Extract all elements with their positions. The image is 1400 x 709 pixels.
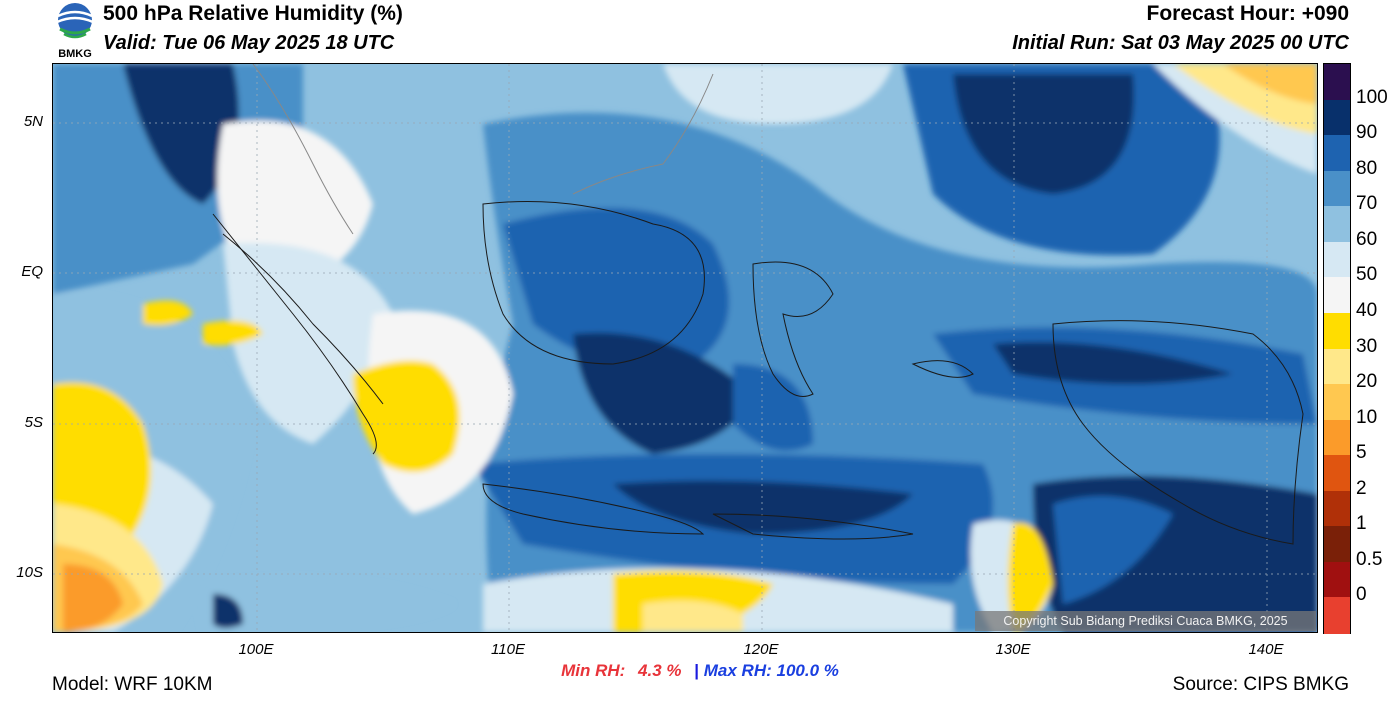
max-rh-value: 100.0 % [776, 661, 839, 680]
colorbar-label: 5 [1356, 442, 1367, 464]
colorbar-label: 30 [1356, 335, 1378, 357]
lon-label-120e: 120E [743, 641, 779, 658]
logo-text: BMKG [58, 48, 92, 60]
initial-run: Initial Run: Sat 03 May 2025 00 UTC [1012, 32, 1349, 54]
sumatra-coast [212, 213, 377, 455]
colorbar-segment [1324, 135, 1350, 172]
colorbar-segment [1324, 455, 1350, 492]
bmkg-logo: BMKG [52, 2, 98, 60]
colorbar-segment [1324, 206, 1350, 243]
colorbar-label: 70 [1356, 193, 1378, 215]
colorbar-segment [1324, 419, 1350, 456]
colorbar-segment [1324, 312, 1350, 349]
colorbar-label: 0.5 [1356, 548, 1383, 570]
copyright-notice: Copyright Sub Bidang Prediksi Cuaca BMKG… [975, 611, 1316, 631]
lat-label-5s: 5S [24, 414, 43, 431]
colorbar-segment [1324, 526, 1350, 563]
papua-coast [1052, 320, 1304, 545]
max-rh-label: Max RH: [703, 661, 772, 680]
java-coast [482, 483, 705, 535]
colorbar-segment [1324, 170, 1350, 207]
colorbar-segment [1324, 348, 1350, 385]
colorbar-label: 100 [1356, 86, 1388, 108]
colorbar-label: 2 [1356, 477, 1367, 499]
colorbar-label: 1 [1356, 513, 1367, 535]
lat-label-5n: 5N [23, 113, 43, 130]
colorbar-label: 0 [1356, 584, 1367, 606]
lon-label-100e: 100E [238, 641, 274, 658]
colorbar-label: 60 [1356, 228, 1378, 250]
lon-label-130e: 130E [995, 641, 1031, 658]
sulawesi-coast [752, 261, 834, 397]
forecast-hour: Forecast Hour: +090 [1146, 2, 1350, 25]
stats-separator: | [694, 661, 700, 680]
colorbar-label: 40 [1356, 299, 1378, 321]
colorbar-segment [1324, 561, 1350, 598]
malay-peninsula-coast [252, 64, 354, 235]
chart-title: 500 hPa Relative Humidity (%) [103, 2, 403, 25]
colorbar-label: 20 [1356, 371, 1378, 393]
colorbar-segment [1324, 597, 1350, 634]
colorbar-segment [1324, 384, 1350, 421]
colorbar-label: 10 [1356, 406, 1378, 428]
lat-label-eq: EQ [21, 263, 43, 280]
colorbar-segment [1324, 99, 1350, 136]
valid-time: Valid: Tue 06 May 2025 18 UTC [103, 32, 395, 54]
colorbar [1323, 63, 1351, 634]
lon-label-110e: 110E [491, 641, 525, 658]
model-label: Model: WRF 10KM [52, 674, 213, 695]
min-rh-label: Min RH: [561, 661, 626, 680]
colorbar-label: 90 [1356, 122, 1378, 144]
colorbar-label: 80 [1356, 157, 1378, 179]
colorbar-label: 50 [1356, 264, 1378, 286]
humidity-map [52, 63, 1318, 633]
colorbar-segment [1324, 64, 1350, 101]
colorbar-segment [1324, 277, 1350, 314]
colorbar-segment [1324, 241, 1350, 278]
colorbar-segment [1324, 490, 1350, 527]
rh-stats: Min RH: 4.3 % | Max RH: 100.0 % [0, 661, 1400, 681]
borneo-coast [482, 201, 705, 365]
source-label: Source: CIPS BMKG [1172, 674, 1349, 695]
lat-label-10s: 10S [16, 564, 43, 581]
min-rh-value: 4.3 % [638, 661, 682, 680]
lon-label-140e: 140E [1248, 641, 1284, 658]
